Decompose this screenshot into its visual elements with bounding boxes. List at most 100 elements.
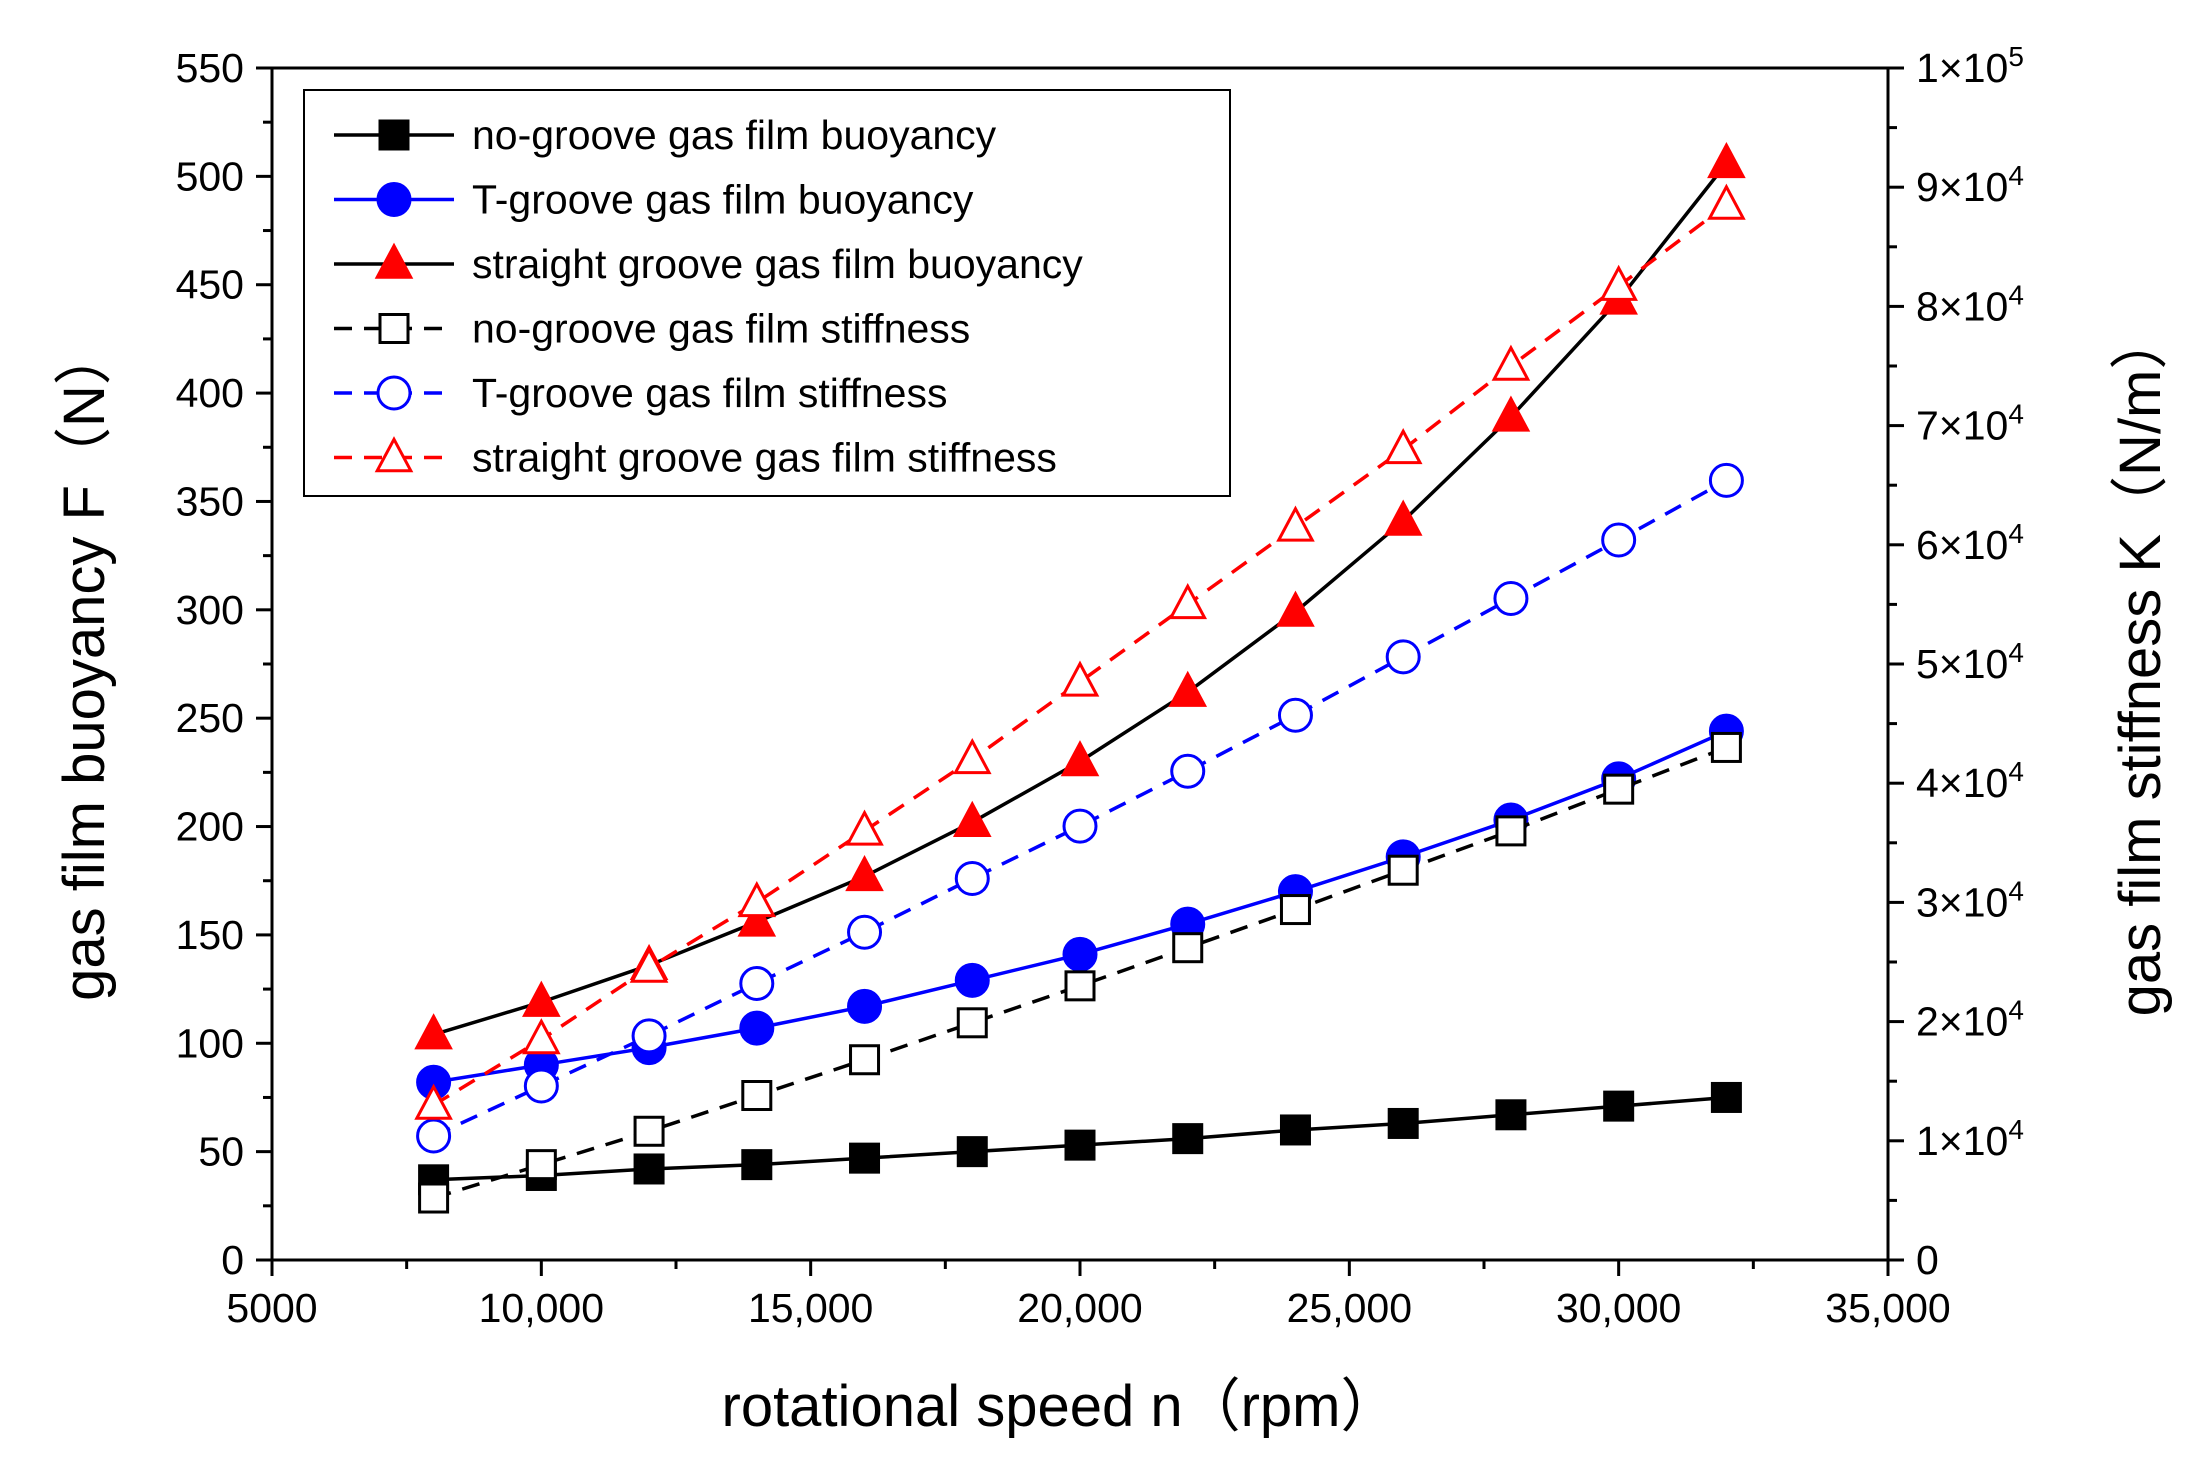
data-point-no-groove-gas-film-buoyancy <box>1710 1081 1742 1113</box>
data-point-straight-groove-gas-film-stiffness <box>737 880 777 918</box>
data-point-t-groove-gas-film-stiffness <box>1277 697 1313 733</box>
legend-marker <box>378 119 410 151</box>
data-point-no-groove-gas-film-stiffness <box>1064 970 1096 1002</box>
y-left-tick-label: 300 <box>176 587 244 633</box>
y-left-tick-label: 400 <box>176 370 244 416</box>
legend-item-no-groove-gas-film-stiffness: no-groove gas film stiffness <box>334 306 970 352</box>
y-right-tick-label: 0 <box>1916 1237 1939 1283</box>
data-point-straight-groove-gas-film-buoyancy <box>1060 740 1100 777</box>
data-point-t-groove-gas-film-stiffness <box>1062 808 1098 844</box>
data-point-no-groove-gas-film-stiffness <box>1710 731 1742 763</box>
data-point-t-groove-gas-film-buoyancy <box>739 1010 775 1046</box>
legend-label: no-groove gas film buoyancy <box>472 112 997 158</box>
y-left-tick-label: 100 <box>176 1020 244 1066</box>
data-point-straight-groove-gas-film-buoyancy <box>737 900 777 937</box>
data-point-no-groove-gas-film-buoyancy <box>1064 1129 1096 1161</box>
y-right-tick-label: 8×104 <box>1916 279 2024 329</box>
legend-item-no-groove-gas-film-buoyancy: no-groove gas film buoyancy <box>334 112 997 158</box>
y-right-tick-label: 7×104 <box>1916 399 2024 449</box>
data-point-t-groove-gas-film-stiffness <box>739 965 775 1001</box>
legend-marker <box>378 313 410 344</box>
data-point-t-groove-gas-film-stiffness <box>416 1118 452 1154</box>
legend-label: straight groove gas film buoyancy <box>472 241 1083 287</box>
y-left-tick-label: 550 <box>176 45 244 91</box>
data-point-no-groove-gas-film-buoyancy <box>1495 1099 1527 1131</box>
y-right-tick-label: 1×105 <box>1916 41 2024 91</box>
data-point-t-groove-gas-film-stiffness <box>954 861 990 897</box>
y-right-tick-label: 1×104 <box>1916 1114 2024 1164</box>
data-point-no-groove-gas-film-stiffness <box>1603 773 1635 805</box>
data-point-t-groove-gas-film-stiffness <box>523 1068 559 1104</box>
x-tick-label: 35,000 <box>1825 1285 1950 1331</box>
x-tick-label: 25,000 <box>1287 1285 1412 1331</box>
data-point-straight-groove-gas-film-stiffness <box>845 809 884 846</box>
data-point-t-groove-gas-film-stiffness <box>1493 580 1529 616</box>
y-right-tick-labels: 0 1×104 2×104 3×104 4×104 5×104 6×104 7×104 8×10… <box>1916 41 2024 1283</box>
y-right-tick-label: 5×104 <box>1916 637 2024 687</box>
data-point-straight-groove-gas-film-buoyancy <box>1707 141 1746 179</box>
y-left-tick-label: 350 <box>176 478 244 524</box>
axis-ticks <box>256 66 1904 1276</box>
data-point-straight-groove-gas-film-stiffness <box>629 946 669 983</box>
y-left-tick-label: 500 <box>176 153 244 199</box>
data-point-t-groove-gas-film-stiffness <box>1170 753 1206 789</box>
y-right-tick-label: 4×104 <box>1916 756 2024 806</box>
data-point-straight-groove-gas-film-buoyancy <box>952 800 992 837</box>
data-point-no-groove-gas-film-stiffness <box>1172 932 1204 964</box>
data-point-no-groove-gas-film-stiffness <box>1495 815 1527 847</box>
data-point-no-groove-gas-film-buoyancy <box>1387 1107 1419 1139</box>
data-point-no-groove-gas-film-stiffness <box>633 1115 665 1147</box>
data-point-no-groove-gas-film-stiffness <box>418 1182 450 1214</box>
data-point-straight-groove-gas-film-buoyancy <box>1491 395 1531 432</box>
x-tick-label: 30,000 <box>1556 1285 1681 1331</box>
series-no-groove-gas-film-buoyancy <box>418 1081 1742 1196</box>
x-tick-label: 5000 <box>226 1285 317 1331</box>
data-point-straight-groove-gas-film-buoyancy <box>1276 590 1315 627</box>
data-point-no-groove-gas-film-buoyancy <box>956 1136 988 1168</box>
data-point-no-groove-gas-film-buoyancy <box>1172 1123 1204 1155</box>
y-left-tick-labels: 0 50 100 150 200 250 300 350 400 450 500 550 <box>176 45 244 1283</box>
y-left-tick-label: 50 <box>198 1129 244 1175</box>
data-point-t-groove-gas-film-stiffness <box>1385 639 1421 675</box>
data-point-t-groove-gas-film-stiffness <box>1601 522 1637 558</box>
data-point-no-groove-gas-film-stiffness <box>849 1044 881 1076</box>
legend-label: T-groove gas film buoyancy <box>472 177 974 223</box>
y-left-tick-label: 250 <box>176 695 244 741</box>
data-point-t-groove-gas-film-buoyancy <box>954 962 990 998</box>
data-point-no-groove-gas-film-stiffness <box>741 1080 773 1112</box>
series-no-groove-gas-film-stiffness <box>418 731 1742 1214</box>
x-tick-label: 20,000 <box>1017 1285 1142 1331</box>
legend: no-groove gas film buoyancy T-groove gas … <box>303 89 1231 497</box>
legend-item-straight-groove-gas-film-stiffness: straight groove gas film stiffness <box>334 435 1057 481</box>
data-point-no-groove-gas-film-buoyancy <box>741 1149 773 1181</box>
data-point-no-groove-gas-film-stiffness <box>1279 894 1311 926</box>
y-right-axis-title: gas film stiffness K（N/m） <box>2108 312 2173 1017</box>
data-point-t-groove-gas-film-buoyancy <box>847 988 883 1024</box>
data-point-no-groove-gas-film-buoyancy <box>1279 1114 1311 1146</box>
data-point-no-groove-gas-film-stiffness <box>1387 854 1419 886</box>
data-point-straight-groove-gas-film-stiffness <box>1168 582 1208 620</box>
data-point-no-groove-gas-film-buoyancy <box>633 1153 665 1185</box>
y-left-axis-title: gas film buoyancy F（N） <box>52 327 117 1001</box>
data-point-straight-groove-gas-film-buoyancy <box>1168 670 1208 707</box>
data-point-t-groove-gas-film-stiffness <box>631 1018 667 1054</box>
legend-label: T-groove gas film stiffness <box>472 370 947 416</box>
series-straight-groove-gas-film-stiffness <box>414 183 1746 1120</box>
y-left-tick-label: 150 <box>176 912 244 958</box>
x-axis-title: rotational speed n（rpm） <box>722 1374 1399 1439</box>
data-point-t-groove-gas-film-stiffness <box>847 914 883 950</box>
legend-item-t-groove-gas-film-stiffness: T-groove gas film stiffness <box>334 370 947 416</box>
legend-marker <box>374 242 414 279</box>
y-right-tick-label: 6×104 <box>1916 518 2024 568</box>
x-tick-labels: 5000 10,000 15,000 20,000 25,000 30,000 35,000 <box>226 1285 1950 1331</box>
y-right-tick-label: 9×104 <box>1916 160 2024 210</box>
data-point-straight-groove-gas-film-stiffness <box>1060 660 1100 697</box>
data-point-t-groove-gas-film-stiffness <box>1708 462 1744 498</box>
data-point-straight-groove-gas-film-stiffness <box>1276 505 1315 542</box>
data-point-no-groove-gas-film-buoyancy <box>1603 1090 1635 1122</box>
data-point-straight-groove-gas-film-stiffness <box>414 1083 453 1120</box>
legend-marker <box>374 436 414 473</box>
series-line-t-groove-gas-film-buoyancy <box>433 729 1728 1085</box>
data-point-straight-groove-gas-film-stiffness <box>1491 344 1531 381</box>
